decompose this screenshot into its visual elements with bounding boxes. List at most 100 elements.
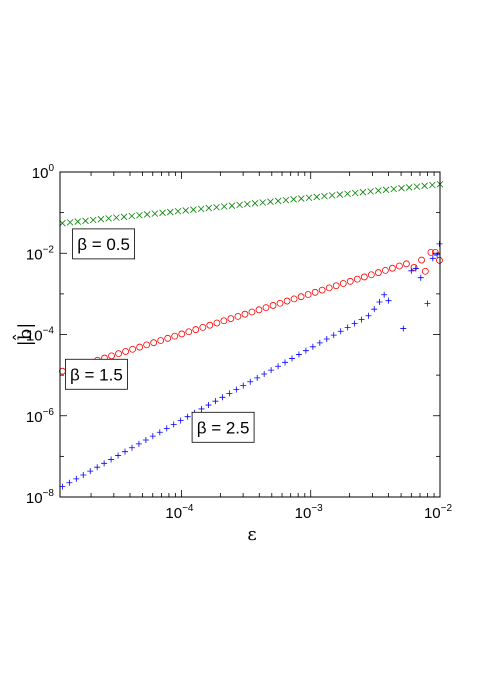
data-point (244, 200, 251, 208)
data-point (336, 191, 344, 198)
data-point (213, 319, 221, 327)
data-point (274, 197, 282, 205)
data-point (199, 323, 207, 331)
data-point (157, 337, 165, 344)
data-point (149, 433, 156, 440)
annotations: β = 0.5 β = 1.5 β = 2.5 (65, 228, 255, 443)
x-axis-label: ε (247, 524, 256, 545)
data-point (212, 398, 219, 405)
data-point (367, 271, 375, 279)
data-point (337, 328, 344, 335)
data-point (332, 282, 340, 290)
data-point (396, 262, 403, 270)
data-point (298, 195, 305, 202)
data-point (262, 304, 270, 312)
data-point (421, 182, 428, 190)
data-point (174, 207, 182, 215)
data-point (151, 210, 159, 217)
annotation-box (191, 411, 255, 443)
data-point (311, 288, 319, 296)
data-point (178, 330, 186, 338)
data-point (192, 326, 200, 333)
data-point (421, 267, 429, 275)
data-point (346, 277, 354, 285)
x-tick-label: 10−4 (165, 503, 194, 522)
annotation-box (72, 228, 135, 260)
data-point (318, 286, 326, 294)
data-point (101, 460, 108, 467)
data-point (269, 302, 277, 309)
data-point (323, 336, 330, 343)
data-point (142, 437, 149, 444)
data-point (365, 312, 372, 319)
data-point (182, 207, 189, 214)
data-point (413, 183, 421, 190)
y-tick-label: 10−6 (26, 407, 55, 426)
x-tick-label: 10−3 (295, 503, 324, 522)
data-point (197, 205, 205, 213)
data-point (382, 186, 390, 194)
y-tick-label: 100 (32, 163, 55, 182)
data-point (205, 402, 212, 409)
data-point (171, 332, 179, 340)
data-point (105, 215, 112, 222)
data-point (381, 266, 389, 274)
data-point (261, 370, 268, 377)
data-point (80, 471, 87, 478)
data-point (97, 215, 105, 223)
data-point (302, 347, 309, 354)
data-point (398, 184, 405, 192)
data-point (405, 184, 413, 191)
data-point (351, 320, 358, 327)
data-point (429, 181, 436, 189)
data-point (108, 352, 115, 360)
annotation-label: β = 2.5 (197, 418, 250, 437)
data-point (371, 306, 378, 313)
data-point (304, 291, 312, 298)
data-point (390, 185, 398, 193)
data-point (330, 332, 337, 339)
data-point (375, 187, 382, 194)
data-point (205, 204, 213, 212)
data-point (353, 275, 361, 283)
data-point (228, 202, 236, 209)
data-point (143, 341, 151, 349)
data-point (74, 218, 82, 225)
data-point (410, 263, 418, 271)
plot-frame (59, 171, 441, 498)
data-point (316, 339, 323, 346)
data-point (275, 363, 282, 370)
data-point (251, 200, 259, 207)
data-point (108, 456, 115, 463)
data-point (339, 280, 347, 287)
data-point (170, 421, 177, 428)
data-point (120, 213, 128, 221)
data-point (388, 264, 396, 272)
data-point (219, 394, 226, 401)
x-tick-label: 10−2 (424, 503, 453, 522)
data-point (276, 299, 284, 307)
data-point (431, 248, 439, 256)
annotation-label: β = 0.5 (77, 235, 130, 254)
data-point (418, 256, 425, 264)
data-point (220, 203, 228, 210)
data-point (136, 343, 144, 351)
data-point (129, 345, 137, 353)
plot-area (58, 180, 444, 490)
data-point (403, 260, 410, 268)
data-point (434, 251, 441, 258)
data-point (400, 325, 407, 332)
data-point (248, 308, 256, 316)
data-point (82, 217, 89, 225)
data-point (227, 315, 235, 322)
data-point (73, 475, 80, 482)
data-point (325, 284, 333, 292)
y-tick-label: 10−4 (26, 326, 55, 345)
data-point (128, 444, 135, 451)
data-point (66, 219, 74, 226)
annotation-box (65, 358, 128, 390)
data-point (313, 193, 320, 201)
data-point (305, 194, 313, 202)
data-point (359, 188, 367, 196)
data-point (408, 267, 415, 274)
